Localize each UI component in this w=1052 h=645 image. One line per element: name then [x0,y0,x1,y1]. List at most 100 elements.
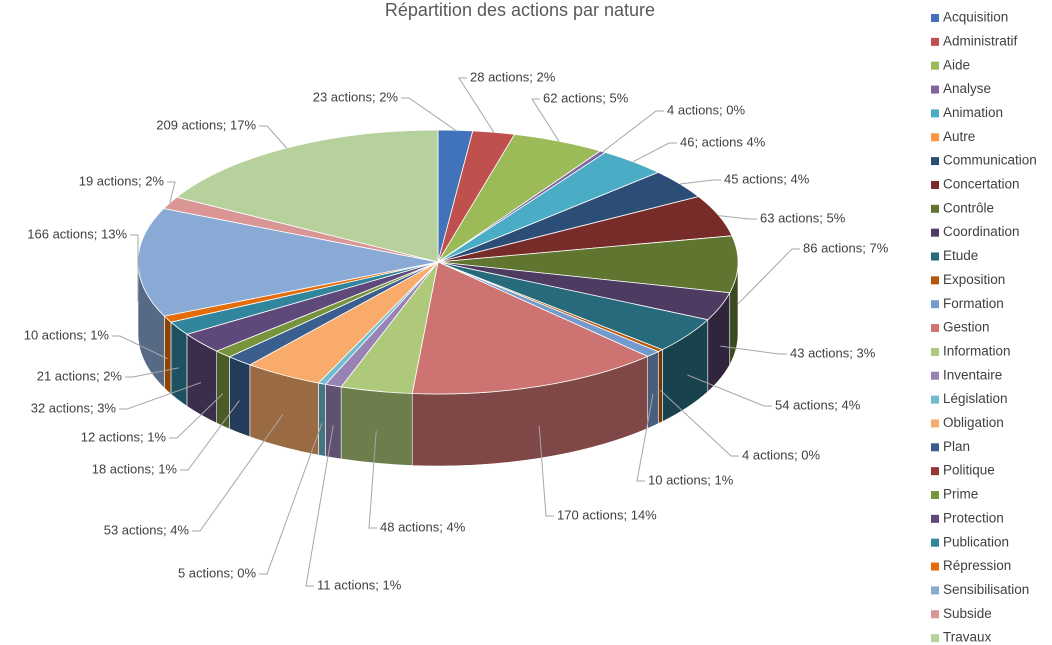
data-label: 32 actions; 3% [31,400,117,415]
data-label: 4 actions; 0% [667,102,745,117]
legend-label: Prime [943,487,978,502]
legend-swatch [931,180,939,189]
legend-label: Gestion [943,320,990,335]
legend-swatch [931,252,939,261]
legend-label: Autre [943,129,975,144]
data-label: 10 actions; 1% [648,472,734,487]
slice [437,235,739,294]
legend-swatch [931,538,939,547]
data-label: 54 actions; 4% [775,397,861,412]
legend-swatch [931,634,939,643]
leader-line [737,248,800,305]
slice-side [340,386,413,466]
leader-line [718,215,757,220]
legend-swatch [931,157,939,166]
legend-label: Protection [943,510,1004,525]
leader-line [401,97,456,131]
data-label: 21 actions; 2% [37,368,123,383]
legend-swatch [931,562,939,571]
leader-line [687,374,772,407]
legend-label: Plan [943,439,970,454]
data-label: 18 actions; 1% [92,461,178,476]
legend-label: Obligation [943,415,1004,430]
leader-line [659,389,739,457]
legend-swatch [931,610,939,619]
leader-line [632,142,677,163]
legend-label: Législation [943,391,1008,406]
leader-line [538,425,554,517]
data-label: 166 actions; 13% [27,226,127,241]
legend-label: Formation [943,296,1004,311]
leader-line [368,430,377,529]
leader-line [125,367,179,378]
legend-label: Analyse [943,81,991,96]
legend-label: Politique [943,463,995,478]
legend-label: Subside [943,606,992,621]
data-label: 46; actions 4% [680,134,766,149]
leader-line [119,382,202,410]
data-label: 28 actions; 2% [470,69,556,84]
data-label: 4 actions; 0% [742,447,820,462]
leader-line [636,393,654,482]
legend-swatch [931,14,939,22]
data-label: 63 actions; 5% [760,210,846,225]
legend-swatch [931,300,939,309]
legend-label: Exposition [943,272,1005,287]
legend-swatch [931,133,939,142]
legend-swatch [931,586,939,595]
data-label: 170 actions; 14% [557,507,657,522]
leader-line [458,77,495,133]
legend-label: Publication [943,534,1009,549]
slice-side [657,349,663,425]
legend-swatch [931,371,939,380]
legend-label: Contrôle [943,200,994,215]
legend-label: Acquisition [943,10,1008,25]
legend-label: Inventaire [943,367,1002,382]
leader-line [130,234,139,302]
data-label: 62 actions; 5% [543,90,629,105]
slice-side [164,315,172,395]
leader-line [167,181,176,203]
legend-swatch [931,491,939,499]
legend-label: Communication [943,153,1037,168]
slice-side [229,356,251,438]
leader-line [180,400,240,471]
data-label: 5 actions; 0% [178,565,256,580]
legend-label: Aide [943,57,970,72]
chart-title: Répartition des actions par nature [385,0,655,20]
data-label: 12 actions; 1% [81,429,167,444]
legend-swatch [931,467,939,476]
legend-swatch [931,276,939,285]
legend-label: Répression [943,558,1011,573]
legend-swatch [931,419,939,428]
slice [411,261,649,395]
legend-label: Information [943,343,1011,358]
data-label: 43 actions; 3% [790,345,876,360]
legend-swatch [931,324,939,333]
leader-line [259,125,288,149]
leader-line [192,414,284,532]
legend-label: Administratif [943,33,1018,48]
leader-line [112,335,168,360]
leader-line [531,98,560,142]
leader-line [720,345,787,355]
data-label: 23 actions; 2% [313,89,399,104]
legend-swatch [931,204,939,213]
data-label: 19 actions; 2% [79,173,165,188]
legend-swatch [931,37,939,46]
legend-swatch [931,395,939,404]
data-label: 48 actions; 4% [380,519,466,534]
legend-swatch [931,443,939,452]
legend-swatch [931,109,939,118]
leader-line [169,393,224,439]
leader-line [679,179,721,185]
data-label: 53 actions; 4% [104,522,190,537]
data-label: 209 actions; 17% [156,117,256,132]
legend-swatch [931,85,939,94]
legend-swatch [931,347,939,356]
leader-line [602,110,664,153]
slice-side [325,384,342,460]
legend-label: Animation [943,105,1003,120]
slice-side [318,382,326,457]
